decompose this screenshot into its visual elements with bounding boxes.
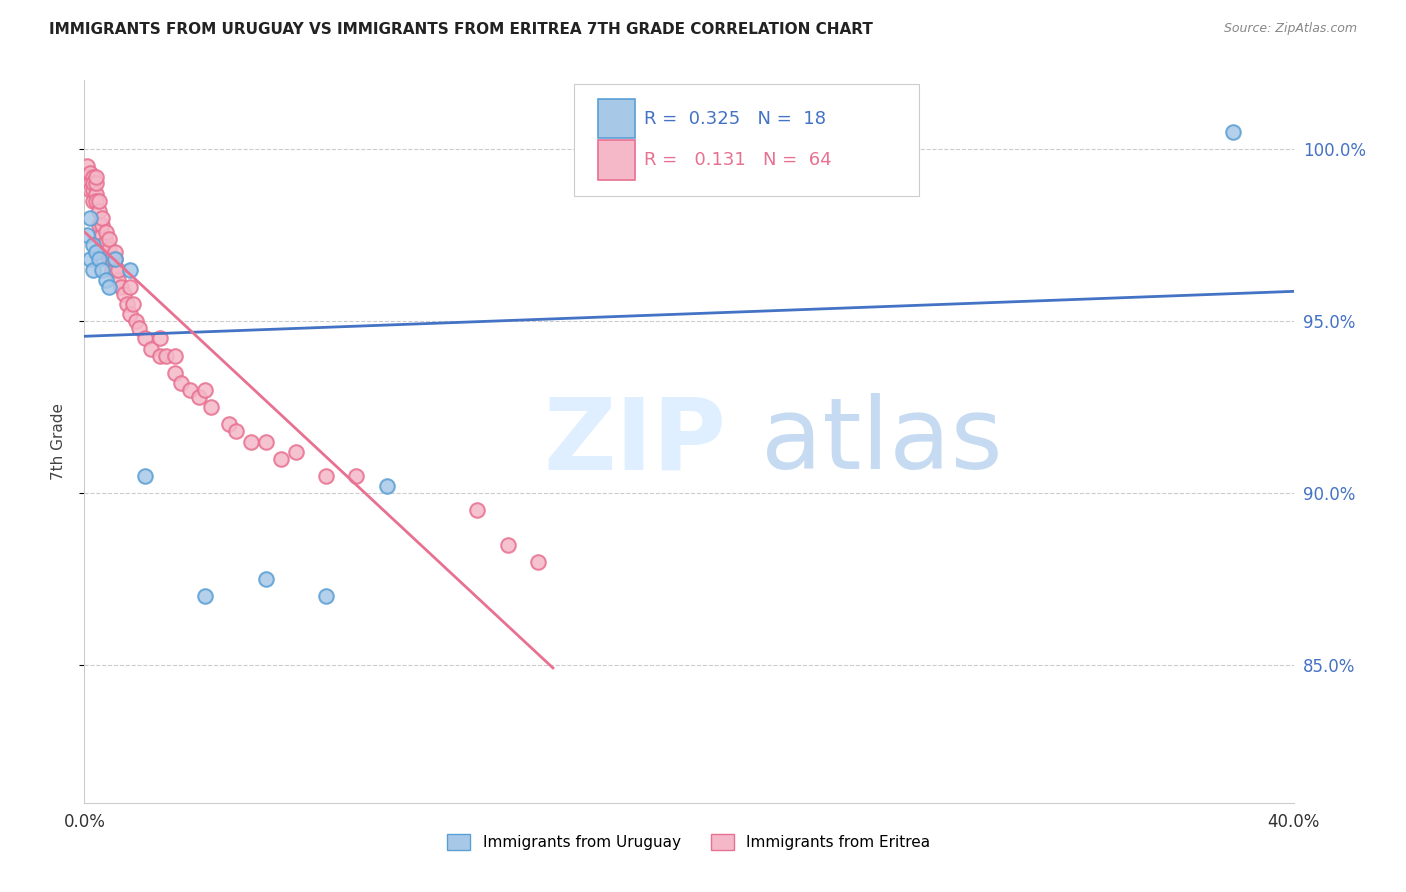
Point — [527, 555, 550, 569]
Point — [82, 177, 104, 191]
Point — [134, 469, 156, 483]
Point — [139, 342, 162, 356]
Point — [155, 349, 177, 363]
Point — [91, 228, 114, 243]
Text: atlas: atlas — [762, 393, 1002, 490]
Point — [1222, 125, 1244, 139]
Point — [254, 572, 277, 586]
Point — [179, 383, 201, 397]
Point — [97, 279, 120, 293]
Point — [104, 252, 127, 267]
Point — [94, 273, 117, 287]
Point — [254, 434, 277, 449]
Point — [285, 445, 308, 459]
Point — [496, 538, 519, 552]
Point — [94, 245, 117, 260]
Point — [125, 314, 148, 328]
Point — [82, 183, 104, 197]
Point — [115, 297, 138, 311]
Point — [91, 211, 114, 225]
Point — [82, 194, 104, 208]
Point — [346, 469, 368, 483]
Point — [86, 186, 108, 201]
Point — [104, 262, 127, 277]
Text: R =  0.325   N =  18: R = 0.325 N = 18 — [644, 110, 827, 128]
Point — [149, 331, 172, 345]
Point — [76, 228, 98, 243]
Point — [94, 225, 117, 239]
FancyBboxPatch shape — [599, 99, 634, 138]
Point — [86, 177, 108, 191]
Point — [86, 169, 108, 184]
Point — [82, 262, 104, 277]
Point — [134, 331, 156, 345]
Point — [315, 469, 337, 483]
FancyBboxPatch shape — [599, 140, 634, 179]
Point — [89, 218, 111, 232]
Point — [104, 245, 127, 260]
Point — [375, 479, 398, 493]
Point — [76, 169, 98, 184]
Point — [104, 252, 127, 267]
Point — [121, 297, 143, 311]
Point — [128, 321, 150, 335]
Point — [188, 390, 211, 404]
Point — [100, 262, 122, 277]
Point — [165, 349, 187, 363]
Point — [112, 286, 135, 301]
Point — [89, 194, 111, 208]
Point — [76, 159, 98, 173]
Point — [94, 235, 117, 249]
Point — [200, 400, 222, 414]
Point — [97, 252, 120, 267]
Point — [225, 424, 247, 438]
Point — [239, 434, 262, 449]
Point — [91, 238, 114, 252]
Text: Source: ZipAtlas.com: Source: ZipAtlas.com — [1223, 22, 1357, 36]
Point — [97, 231, 120, 245]
Point — [107, 273, 129, 287]
Legend: Immigrants from Uruguay, Immigrants from Eritrea: Immigrants from Uruguay, Immigrants from… — [441, 829, 936, 856]
Point — [86, 245, 108, 260]
Point — [118, 262, 141, 277]
Point — [89, 252, 111, 267]
Point — [165, 366, 187, 380]
Text: IMMIGRANTS FROM URUGUAY VS IMMIGRANTS FROM ERITREA 7TH GRADE CORRELATION CHART: IMMIGRANTS FROM URUGUAY VS IMMIGRANTS FR… — [49, 22, 873, 37]
Point — [118, 307, 141, 321]
Point — [89, 204, 111, 219]
Point — [79, 166, 101, 180]
Point — [149, 349, 172, 363]
Point — [170, 376, 193, 390]
Point — [118, 279, 141, 293]
Point — [82, 238, 104, 252]
Point — [194, 383, 217, 397]
FancyBboxPatch shape — [574, 84, 918, 196]
Point — [79, 252, 101, 267]
Point — [82, 169, 104, 184]
Point — [218, 417, 240, 432]
Text: R =   0.131   N =  64: R = 0.131 N = 64 — [644, 151, 832, 169]
Point — [107, 262, 129, 277]
Point — [110, 279, 132, 293]
Point — [79, 183, 101, 197]
Point — [79, 177, 101, 191]
Point — [91, 218, 114, 232]
Point — [79, 211, 101, 225]
Point — [100, 252, 122, 267]
Point — [467, 503, 489, 517]
Y-axis label: 7th Grade: 7th Grade — [51, 403, 66, 480]
Text: ZIP: ZIP — [544, 393, 727, 490]
Point — [270, 451, 292, 466]
Point — [315, 590, 337, 604]
Point — [91, 262, 114, 277]
Point — [97, 242, 120, 256]
Point — [194, 590, 217, 604]
Point — [86, 194, 108, 208]
